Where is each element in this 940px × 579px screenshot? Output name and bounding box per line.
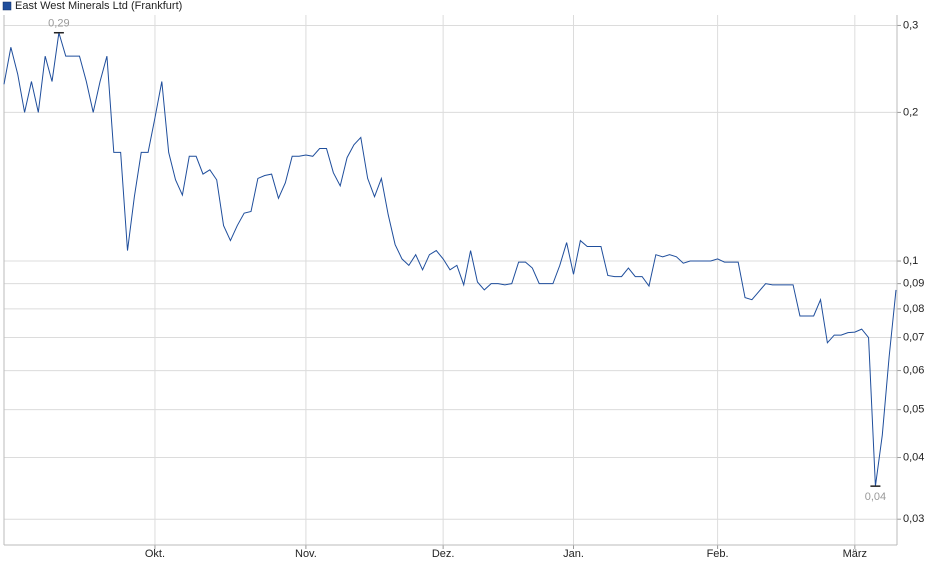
y-tick-label: 0,08	[903, 303, 924, 315]
y-tick-label: 0,3	[903, 19, 918, 31]
y-tick-label: 0,03	[903, 513, 924, 525]
x-tick-label: Jan.	[563, 548, 584, 560]
y-tick-label: 0,06	[903, 364, 924, 376]
value-label: 0,29	[48, 18, 69, 30]
x-tick-label: Okt.	[145, 548, 165, 560]
x-tick-label: Nov.	[295, 548, 317, 560]
y-tick-label: 0,2	[903, 106, 918, 118]
value-label: 0,04	[865, 491, 886, 503]
y-tick-label: 0,04	[903, 451, 924, 463]
x-tick-label: Feb.	[707, 548, 729, 560]
y-tick-label: 0,07	[903, 331, 924, 343]
x-tick-label: Dez.	[432, 548, 455, 560]
y-tick-label: 0,09	[903, 278, 924, 290]
price-line	[3, 32, 897, 487]
legend-swatch	[2, 1, 12, 11]
legend-label: East West Minerals Ltd (Frankfurt)	[15, 0, 182, 12]
y-tick-label: 0,1	[903, 255, 918, 267]
y-tick-label: 0,05	[903, 404, 924, 416]
x-tick-label: März	[843, 548, 867, 560]
